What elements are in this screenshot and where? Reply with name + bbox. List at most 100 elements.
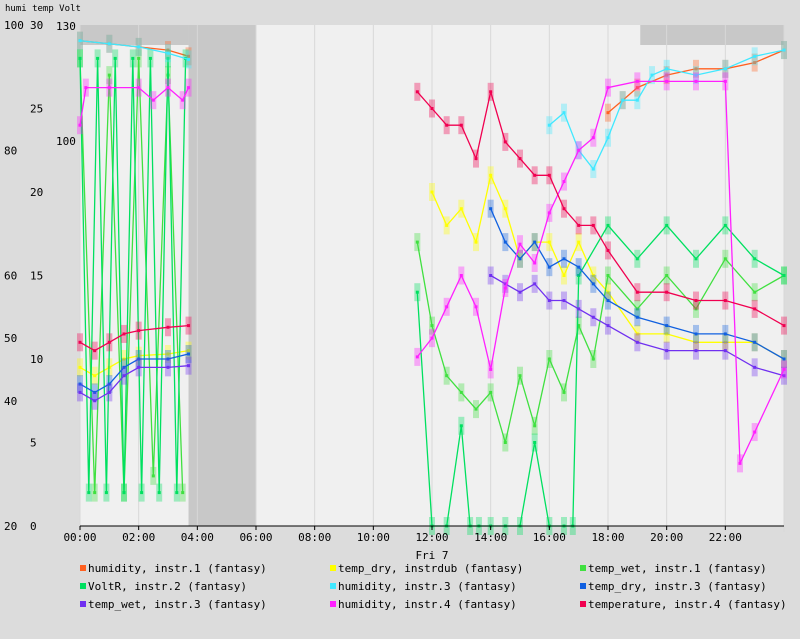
legend-label: humidity, instr.3 (fantasy) bbox=[338, 580, 517, 593]
data-point bbox=[694, 73, 698, 77]
data-point bbox=[665, 324, 669, 328]
y-tick-label-humi: 100 bbox=[4, 19, 24, 32]
legend-swatch bbox=[330, 583, 336, 589]
data-point bbox=[93, 399, 97, 403]
data-point bbox=[430, 190, 434, 194]
data-point bbox=[606, 274, 610, 277]
data-point bbox=[591, 282, 595, 286]
data-point bbox=[591, 315, 595, 319]
data-point bbox=[547, 240, 551, 244]
data-point bbox=[445, 123, 449, 127]
y-tick-label-volt: 100 bbox=[56, 135, 76, 148]
data-point bbox=[650, 73, 654, 77]
legend-label: temperature, instr.4 (fantasy) bbox=[588, 598, 787, 611]
data-point bbox=[166, 48, 170, 52]
data-point bbox=[694, 340, 698, 344]
data-point bbox=[445, 223, 449, 227]
y-tick-label-humi: 40 bbox=[4, 395, 17, 408]
data-point bbox=[166, 86, 170, 90]
data-point bbox=[723, 67, 727, 71]
data-point bbox=[533, 261, 537, 265]
data-point bbox=[415, 290, 419, 294]
data-point bbox=[175, 491, 179, 495]
x-tick-label: 02:00 bbox=[122, 531, 155, 544]
data-point bbox=[562, 111, 566, 115]
data-point bbox=[430, 324, 434, 328]
data-point bbox=[87, 491, 91, 495]
data-point bbox=[518, 374, 522, 378]
data-point bbox=[151, 98, 155, 102]
y-tick-label-humi: 80 bbox=[4, 144, 17, 157]
data-point bbox=[122, 332, 126, 336]
data-point bbox=[96, 56, 100, 60]
data-point bbox=[591, 274, 595, 277]
legend-item: humidity, instr.4 (fantasy) bbox=[330, 598, 517, 611]
data-point bbox=[533, 240, 537, 244]
x-tick-label: 18:00 bbox=[591, 531, 624, 544]
data-point bbox=[474, 240, 478, 244]
data-point bbox=[547, 123, 551, 127]
data-point bbox=[635, 315, 639, 319]
data-point bbox=[723, 340, 727, 344]
y-tick-label-temp: 15 bbox=[30, 270, 43, 283]
legend-item: temp_dry, instrdub (fantasy) bbox=[330, 562, 523, 575]
plot-area bbox=[77, 25, 787, 535]
data-point bbox=[166, 325, 170, 329]
series-7 bbox=[77, 72, 787, 473]
data-point bbox=[140, 491, 144, 495]
data-point bbox=[723, 257, 727, 261]
data-point bbox=[503, 286, 507, 290]
legend-item: humidity, instr.3 (fantasy) bbox=[330, 580, 517, 593]
x-tick-label: 04:00 bbox=[181, 531, 214, 544]
legend-swatch bbox=[80, 601, 86, 607]
legend-swatch bbox=[580, 583, 586, 589]
data-point bbox=[113, 56, 117, 60]
data-point bbox=[694, 332, 698, 336]
data-point bbox=[93, 491, 97, 495]
data-point bbox=[107, 340, 111, 344]
data-point bbox=[606, 86, 610, 90]
data-point bbox=[694, 67, 698, 71]
data-point bbox=[606, 223, 610, 227]
data-point bbox=[166, 352, 170, 356]
data-point bbox=[591, 167, 595, 171]
legend-label: humidity, instr.4 (fantasy) bbox=[338, 598, 517, 611]
legend-swatch bbox=[580, 601, 586, 607]
data-point bbox=[78, 56, 82, 60]
data-point bbox=[782, 274, 786, 277]
data-point bbox=[753, 257, 757, 261]
data-point bbox=[181, 98, 185, 102]
data-point bbox=[137, 329, 141, 333]
legend-item: temp_wet, instr.3 (fantasy) bbox=[80, 598, 267, 611]
data-point bbox=[635, 332, 639, 336]
data-point bbox=[430, 336, 434, 340]
data-point bbox=[78, 123, 82, 127]
legend-swatch bbox=[80, 583, 86, 589]
data-point bbox=[665, 290, 669, 294]
data-point bbox=[665, 332, 669, 336]
data-point bbox=[181, 491, 185, 495]
x-tick-label: 22:00 bbox=[709, 531, 742, 544]
data-point bbox=[187, 324, 191, 328]
data-point bbox=[131, 56, 135, 60]
data-point bbox=[577, 274, 581, 277]
x-tick-label: 10:00 bbox=[357, 531, 390, 544]
legend-label: VoltR, instr.2 (fantasy) bbox=[88, 580, 247, 593]
x-tick-label: 06:00 bbox=[239, 531, 272, 544]
x-tick-label: 12:00 bbox=[415, 531, 448, 544]
data-point bbox=[503, 441, 507, 444]
data-point bbox=[635, 290, 639, 294]
legend-label: temp_wet, instr.1 (fantasy) bbox=[588, 562, 767, 575]
data-point bbox=[137, 86, 141, 90]
data-point bbox=[415, 355, 419, 359]
data-point bbox=[474, 407, 478, 411]
data-point bbox=[753, 307, 757, 311]
data-point bbox=[187, 54, 191, 58]
data-point bbox=[723, 299, 727, 303]
data-point bbox=[562, 257, 566, 261]
data-point bbox=[104, 491, 108, 495]
data-point bbox=[122, 357, 126, 361]
data-point bbox=[489, 207, 493, 211]
data-point bbox=[187, 349, 191, 353]
legend-item: temperature, instr.4 (fantasy) bbox=[580, 598, 787, 611]
